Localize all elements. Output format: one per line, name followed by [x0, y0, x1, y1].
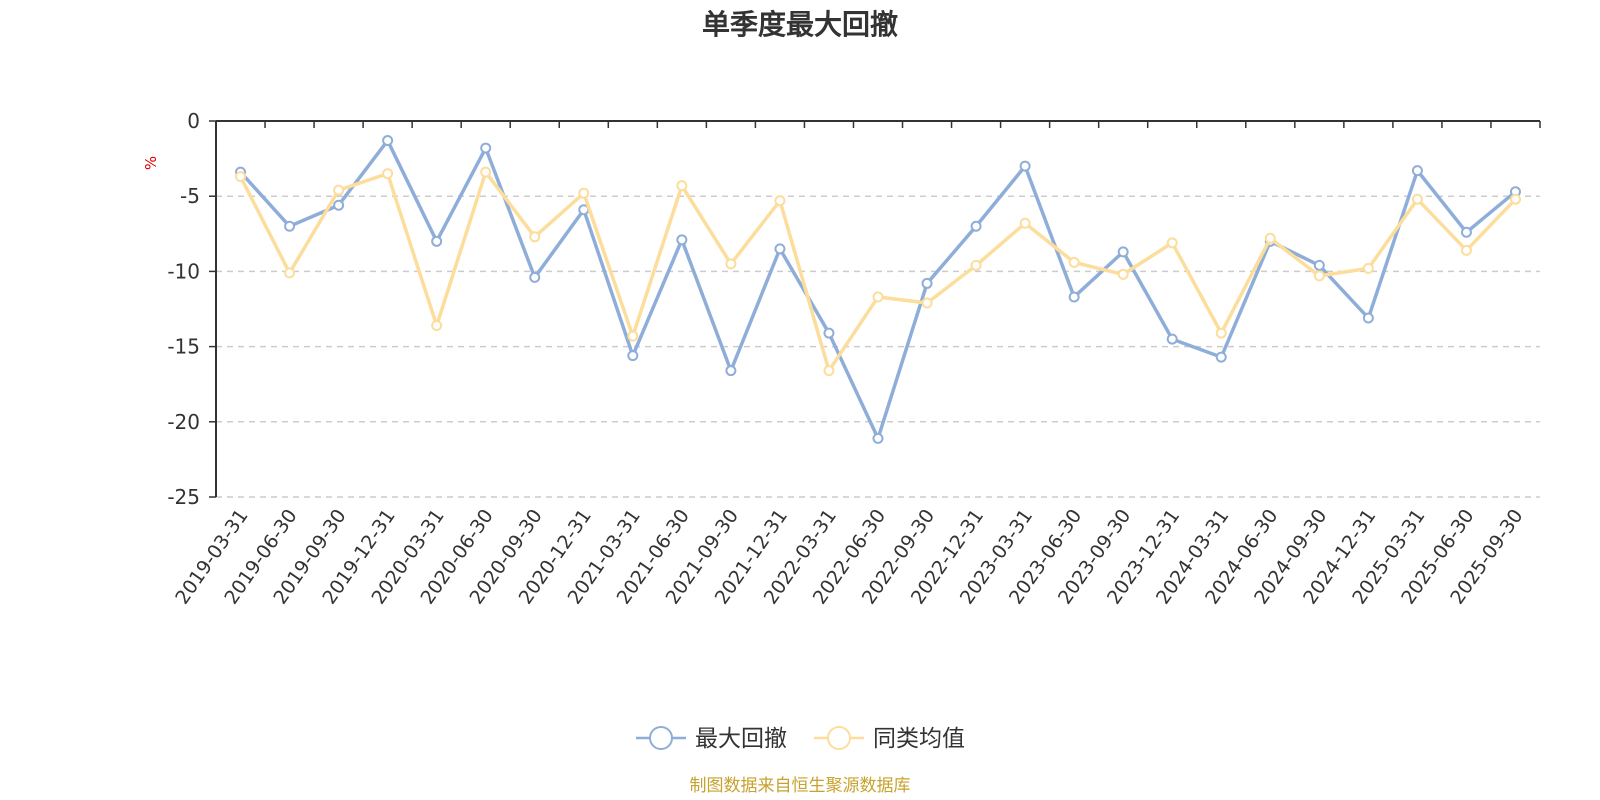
- data-point[interactable]: [725, 365, 737, 377]
- data-point[interactable]: [823, 365, 835, 377]
- data-point[interactable]: [627, 330, 639, 342]
- data-point[interactable]: [1362, 312, 1374, 324]
- data-point[interactable]: [578, 187, 590, 199]
- data-point[interactable]: [872, 291, 884, 303]
- data-point[interactable]: [431, 320, 443, 332]
- data-point[interactable]: [1313, 270, 1325, 282]
- legend[interactable]: 最大回撤 同类均值: [636, 726, 965, 752]
- data-point[interactable]: [1019, 160, 1031, 172]
- data-point[interactable]: [970, 220, 982, 232]
- data-point[interactable]: [725, 258, 737, 270]
- data-point[interactable]: [333, 199, 345, 211]
- data-point[interactable]: [1166, 333, 1178, 345]
- data-point[interactable]: [1019, 217, 1031, 229]
- legend-marker: [827, 726, 851, 750]
- data-point[interactable]: [235, 171, 247, 183]
- data-point[interactable]: [1411, 165, 1423, 177]
- series-group: [235, 135, 1521, 444]
- legend-marker: [649, 726, 673, 750]
- data-point[interactable]: [823, 327, 835, 339]
- y-tick-label: -20: [167, 410, 200, 434]
- data-point[interactable]: [431, 235, 443, 247]
- data-point[interactable]: [284, 267, 296, 279]
- data-point[interactable]: [676, 234, 688, 246]
- data-point[interactable]: [921, 297, 933, 309]
- source-note: 制图数据来自恒生聚源数据库: [690, 776, 911, 796]
- data-point[interactable]: [382, 168, 394, 180]
- chart-title: 单季度最大回撤: [702, 8, 898, 41]
- series-1: [235, 135, 1521, 444]
- data-point[interactable]: [1460, 226, 1472, 238]
- legend-label: 最大回撤: [695, 726, 787, 752]
- data-point[interactable]: [1068, 256, 1080, 268]
- data-point[interactable]: [1411, 193, 1423, 205]
- y-axis-unit: %: [142, 156, 160, 170]
- data-point[interactable]: [1215, 327, 1227, 339]
- data-point[interactable]: [480, 142, 492, 154]
- y-tick-label: 0: [187, 109, 200, 133]
- y-axis-ticks: 0 -5 -10 -15 -20 -25: [167, 109, 216, 509]
- data-point[interactable]: [872, 432, 884, 444]
- data-point[interactable]: [627, 350, 639, 362]
- data-point[interactable]: [774, 195, 786, 207]
- data-point[interactable]: [774, 243, 786, 255]
- grid-lines: [216, 195, 1540, 498]
- data-point[interactable]: [1313, 259, 1325, 271]
- data-point[interactable]: [480, 166, 492, 178]
- y-tick-label: -15: [167, 335, 200, 359]
- series-2: [235, 166, 1521, 377]
- data-point[interactable]: [284, 220, 296, 232]
- data-point[interactable]: [676, 180, 688, 192]
- data-point[interactable]: [921, 277, 933, 289]
- y-tick-label: -25: [167, 485, 200, 509]
- series-line: [239, 138, 1517, 441]
- y-tick-label: -5: [180, 184, 200, 208]
- data-point[interactable]: [1264, 232, 1276, 244]
- data-point[interactable]: [970, 259, 982, 271]
- data-point[interactable]: [1460, 244, 1472, 256]
- x-axis-ticks: 2019-03-312019-06-302019-09-302019-12-31…: [171, 121, 1541, 608]
- legend-label: 同类均值: [873, 726, 965, 752]
- data-point[interactable]: [1509, 193, 1521, 205]
- data-point[interactable]: [529, 231, 541, 243]
- legend-item-1[interactable]: 最大回撤: [636, 726, 787, 752]
- data-point[interactable]: [1362, 262, 1374, 274]
- data-point[interactable]: [1166, 237, 1178, 249]
- data-point[interactable]: [1068, 291, 1080, 303]
- data-point[interactable]: [1117, 246, 1129, 258]
- data-point[interactable]: [382, 135, 394, 147]
- data-point[interactable]: [1117, 268, 1129, 280]
- y-tick-label: -10: [167, 259, 200, 283]
- data-point[interactable]: [529, 271, 541, 283]
- data-point[interactable]: [333, 184, 345, 196]
- data-point[interactable]: [1215, 351, 1227, 363]
- axes: [215, 120, 1540, 497]
- legend-item-2[interactable]: 同类均值: [814, 726, 965, 752]
